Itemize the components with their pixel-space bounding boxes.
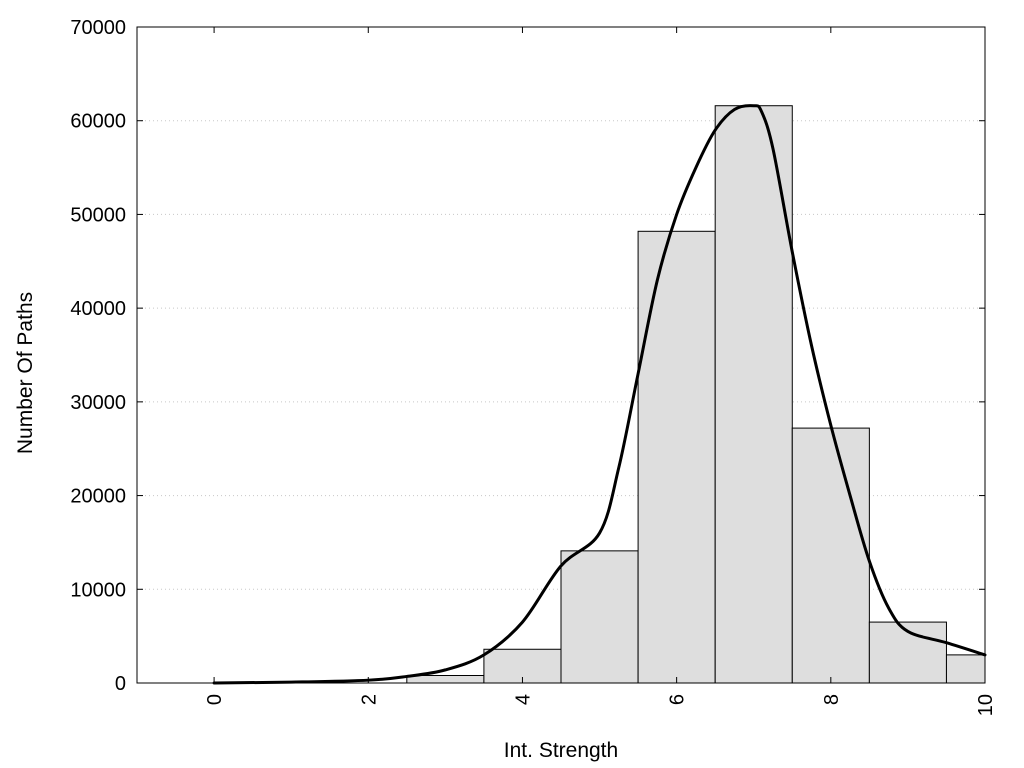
histogram-bar	[560, 550, 639, 684]
y-axis-ticks: 0 10000 20000 30000 40000 50000 60000 70000	[70, 17, 985, 695]
density-curve	[212, 104, 987, 685]
x-axis-title: Int. Strength	[504, 739, 618, 762]
x-tick-label: 4	[512, 694, 534, 705]
x-tick-label: 0	[204, 694, 226, 705]
y-tick-label: 30000	[70, 392, 126, 414]
y-tick-label: 40000	[70, 298, 126, 320]
y-tick-label: 50000	[70, 204, 126, 226]
y-tick-label: 60000	[70, 111, 126, 133]
histogram-bar	[637, 230, 716, 684]
x-axis-ticks: 0 2 4 6 8 10	[204, 27, 997, 716]
histogram-bar	[791, 427, 870, 684]
histogram-bar	[406, 675, 485, 684]
x-tick-label: 6	[667, 694, 689, 705]
y-tick-label: 20000	[70, 486, 126, 508]
plot-frame	[136, 26, 986, 684]
y-axis-title: Number Of Paths	[14, 292, 37, 454]
x-tick-label: 2	[358, 694, 380, 705]
y-tick-label: 10000	[70, 579, 126, 601]
histogram-bar	[945, 654, 986, 684]
bars	[406, 105, 986, 684]
x-tick-label: 8	[821, 694, 843, 705]
x-tick-label: 10	[975, 694, 997, 716]
y-tick-label: 70000	[70, 17, 126, 39]
y-tick-label: 0	[115, 673, 126, 695]
